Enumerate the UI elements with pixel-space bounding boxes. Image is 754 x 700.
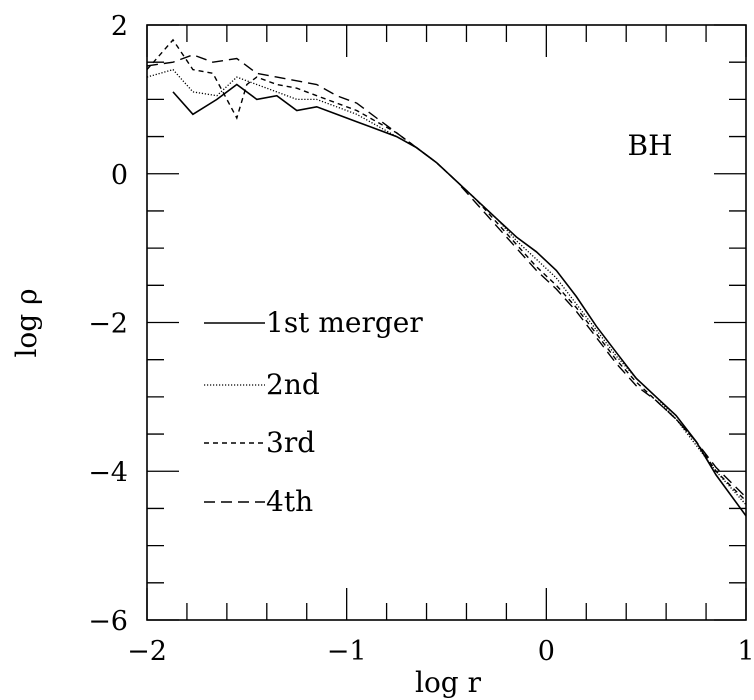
y-tick-label: −2 bbox=[88, 309, 128, 340]
y-tick-label: 0 bbox=[111, 160, 128, 191]
series-line-4 bbox=[146, 54, 747, 498]
x-tick-label: 0 bbox=[538, 636, 555, 667]
legend-label-3: 3rd bbox=[266, 426, 315, 459]
legend-label-1: 1st merger bbox=[266, 306, 423, 339]
annotation-label: BH bbox=[628, 129, 673, 162]
series-line-3 bbox=[146, 38, 747, 502]
y-axis-label: log ρ bbox=[10, 288, 43, 357]
x-tick-label: −2 bbox=[127, 636, 167, 667]
y-tick-label: −4 bbox=[88, 457, 128, 488]
x-tick-label: −1 bbox=[327, 636, 367, 667]
x-tick-label: 1 bbox=[737, 636, 754, 667]
y-tick-label: 2 bbox=[111, 11, 128, 42]
legend-label-4: 4th bbox=[266, 485, 313, 518]
x-axis-label: log r bbox=[415, 666, 482, 699]
y-tick-label: −6 bbox=[88, 606, 128, 637]
legend-label-2: 2nd bbox=[266, 368, 320, 401]
